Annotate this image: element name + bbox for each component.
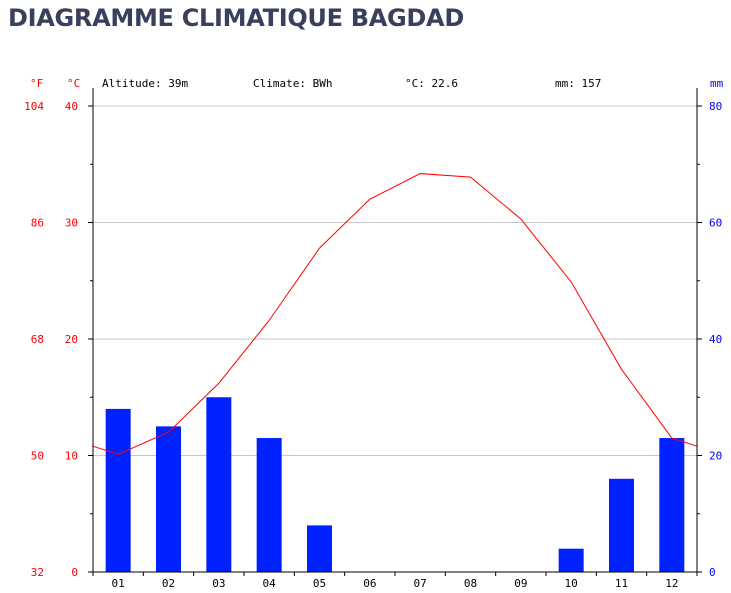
month-label-10: 10 xyxy=(565,577,578,590)
precipitation-bar-05 xyxy=(307,525,332,572)
fahrenheit-unit-label: °F xyxy=(30,77,43,90)
precipitation-total-label: mm: 157 xyxy=(555,77,601,90)
temperature-line-group xyxy=(92,173,698,455)
month-label-09: 09 xyxy=(514,577,527,590)
month-label-03: 03 xyxy=(212,577,225,590)
precipitation-bar-10 xyxy=(558,548,584,572)
month-label-01: 01 xyxy=(112,577,125,590)
mm-tick-label: 80 xyxy=(709,100,722,113)
precipitation-bar-03 xyxy=(206,397,232,572)
month-label-07: 07 xyxy=(414,577,427,590)
precipitation-bar-01 xyxy=(105,408,131,572)
gridlines xyxy=(93,105,697,456)
celsius-tick-label: 0 xyxy=(71,566,78,579)
chart-title: DIAGRAMME CLIMATIQUE BAGDAD xyxy=(8,4,464,32)
axes xyxy=(88,88,702,576)
mm-tick-label: 0 xyxy=(709,566,716,579)
month-label-02: 02 xyxy=(162,577,175,590)
mm-tick-label: 20 xyxy=(709,450,722,463)
mm-unit-label: mm xyxy=(710,77,724,90)
precipitation-bars xyxy=(105,397,685,572)
tick-labels: 0 32 10 50 20 68 30 86 40 104 0 20 40 60 80 01 02 03 04 05 0… xyxy=(24,100,722,590)
fahrenheit-tick-label: 68 xyxy=(31,333,44,346)
temperature-line xyxy=(92,173,698,455)
month-label-04: 04 xyxy=(263,577,277,590)
precipitation-bar-04 xyxy=(256,438,282,572)
altitude-label: Altitude: 39m xyxy=(102,77,188,90)
fahrenheit-tick-label: 86 xyxy=(31,217,44,230)
fahrenheit-tick-label: 104 xyxy=(24,100,44,113)
celsius-unit-label: °C xyxy=(67,77,80,90)
fahrenheit-tick-label: 32 xyxy=(31,566,44,579)
mm-tick-label: 60 xyxy=(709,217,722,230)
month-label-12: 12 xyxy=(665,577,678,590)
mean-temperature-label: °C: 22.6 xyxy=(405,77,458,90)
climate-label: Climate: BWh xyxy=(253,77,332,90)
precipitation-bar-12 xyxy=(659,438,685,572)
fahrenheit-tick-label: 50 xyxy=(31,450,44,463)
celsius-tick-label: 30 xyxy=(65,217,78,230)
month-label-06: 06 xyxy=(363,577,376,590)
month-label-08: 08 xyxy=(464,577,477,590)
month-label-05: 05 xyxy=(313,577,326,590)
celsius-tick-label: 10 xyxy=(65,450,78,463)
mm-tick-label: 40 xyxy=(709,333,722,346)
precipitation-bar-11 xyxy=(609,478,634,572)
month-label-11: 11 xyxy=(615,577,628,590)
precipitation-bar-02 xyxy=(156,426,181,572)
celsius-tick-label: 40 xyxy=(65,100,78,113)
celsius-tick-label: 20 xyxy=(65,333,78,346)
